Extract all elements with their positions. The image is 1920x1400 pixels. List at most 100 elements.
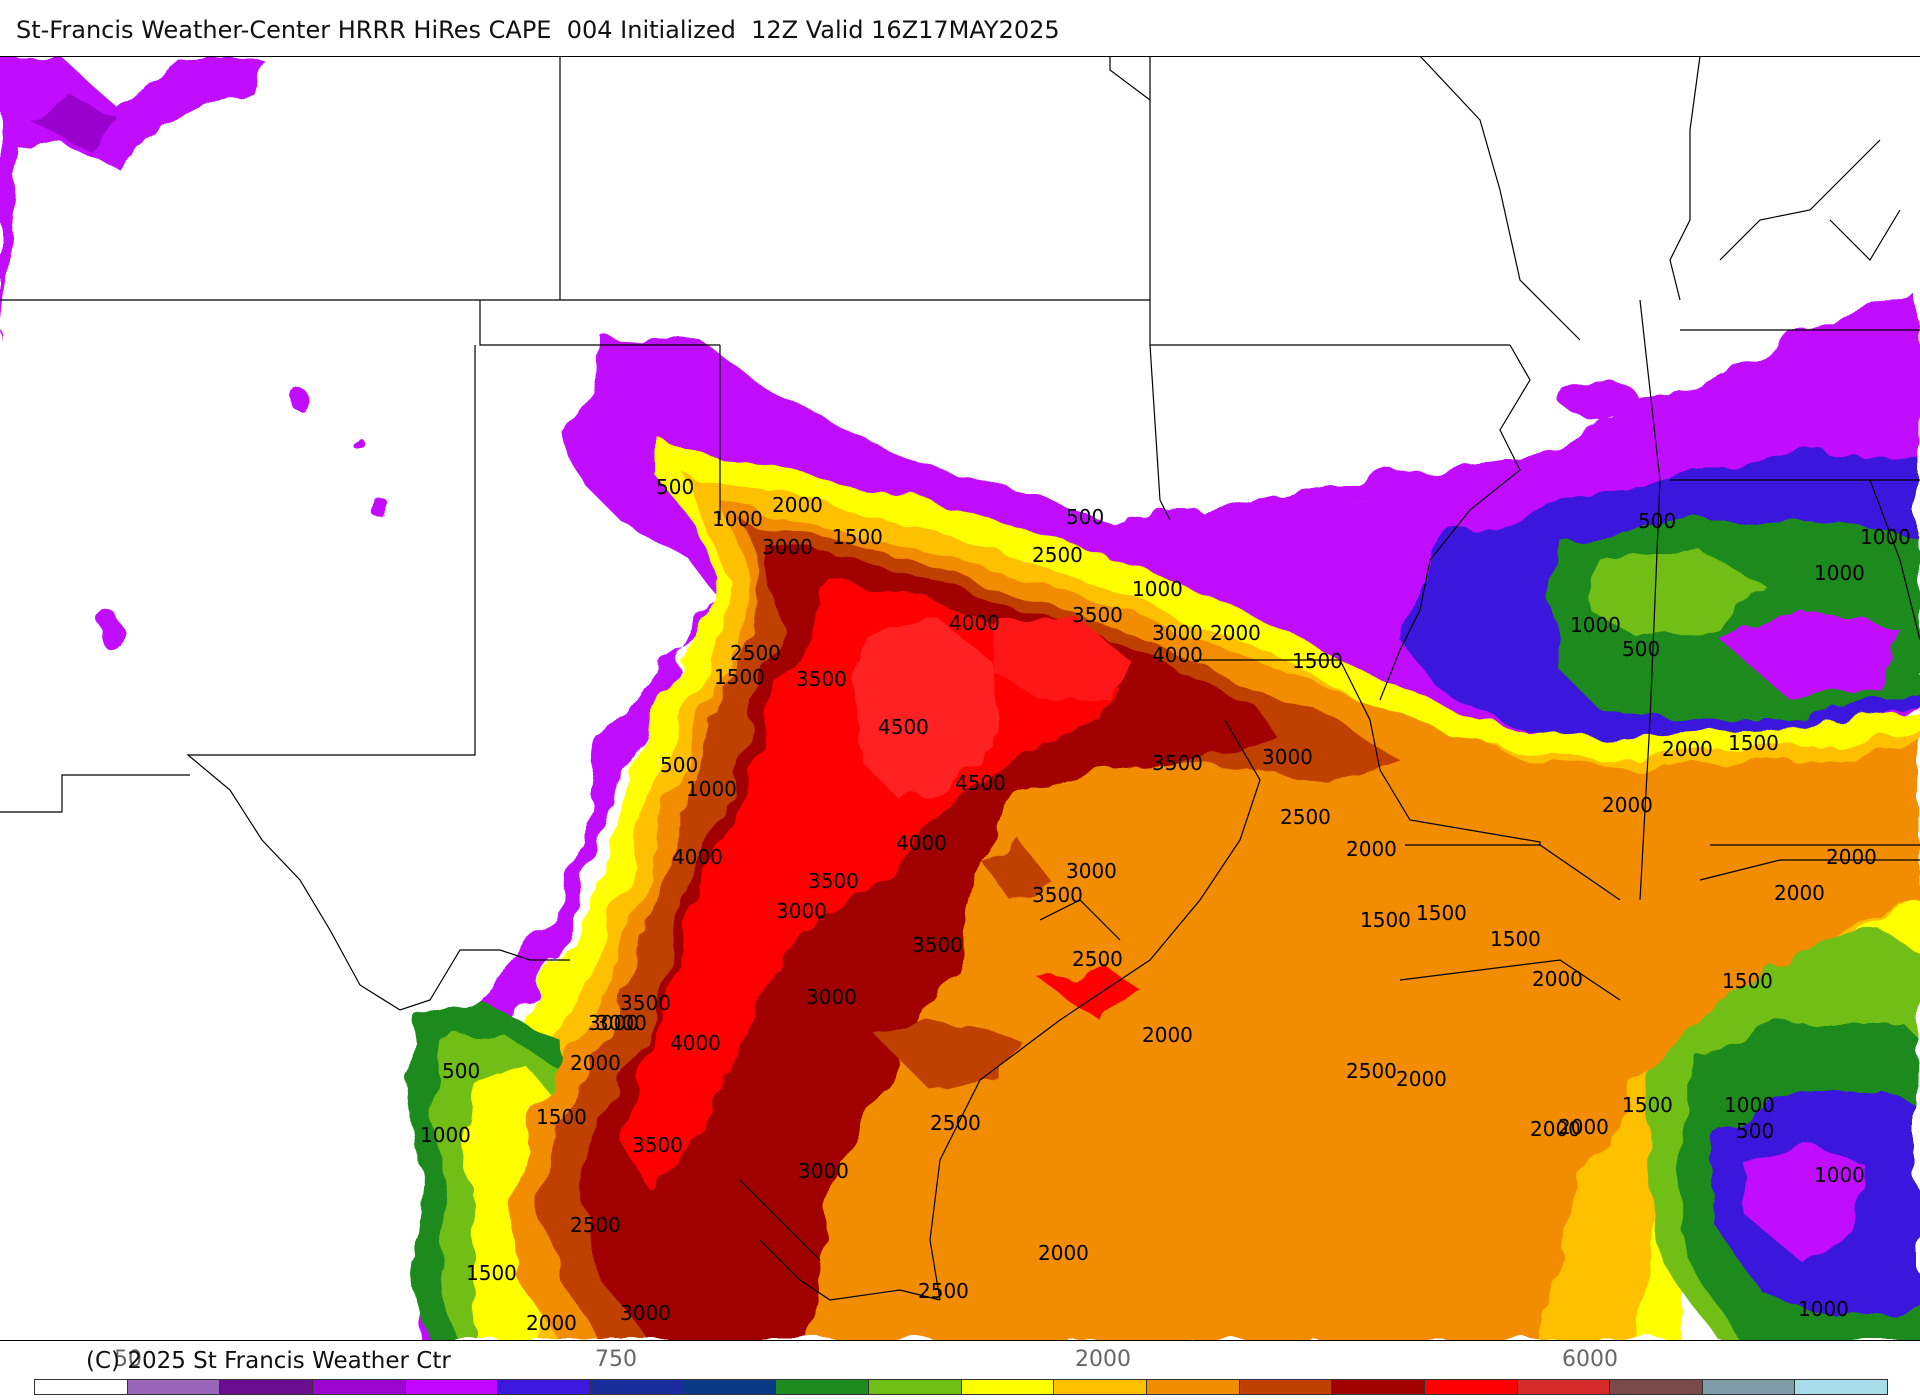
colorbar-swatch bbox=[1146, 1380, 1240, 1394]
colorbar bbox=[34, 1379, 1888, 1395]
contour-label: 2000 bbox=[1662, 737, 1713, 761]
map-border-bottom bbox=[0, 1340, 1920, 1341]
contour-label: 1500 bbox=[1722, 969, 1773, 993]
contour-label: 1000 bbox=[1570, 613, 1621, 637]
colorbar-swatch bbox=[1239, 1380, 1333, 1394]
contour-label: 2500 bbox=[1346, 1059, 1397, 1083]
contour-label: 4500 bbox=[955, 771, 1006, 795]
contour-label: 1500 bbox=[832, 525, 883, 549]
contour-label: 2000 bbox=[1826, 845, 1877, 869]
contour-label: 500 bbox=[656, 475, 694, 499]
colorbar-swatch bbox=[776, 1380, 869, 1394]
copyright-text: (C) 2025 St Francis Weather Ctr bbox=[86, 1348, 451, 1374]
contour-label: 2000 bbox=[1602, 793, 1653, 817]
contour-label: 2500 bbox=[1072, 947, 1123, 971]
contour-label: 2500 bbox=[570, 1213, 621, 1237]
contour-label: 3500 bbox=[808, 869, 859, 893]
contour-label: 1500 bbox=[1728, 731, 1779, 755]
contour-label: 4500 bbox=[878, 715, 929, 739]
contour-label: 2000 bbox=[772, 493, 823, 517]
contour-label: 1500 bbox=[1622, 1093, 1673, 1117]
contour-label: 2500 bbox=[730, 641, 781, 665]
contour-label: 3000 bbox=[620, 1301, 671, 1325]
contour-label: 1000 bbox=[1132, 577, 1183, 601]
contour-label: 1500 bbox=[714, 665, 765, 689]
colorbar-swatch bbox=[312, 1380, 406, 1394]
contour-label: 3000 bbox=[1066, 859, 1117, 883]
contour-label: 2000 bbox=[1346, 837, 1397, 861]
contour-label: 3000 bbox=[1152, 621, 1203, 645]
contour-label: 3500 bbox=[1032, 883, 1083, 907]
contour-label: 4000 bbox=[896, 831, 947, 855]
cape-map: 500 1000 2000 1500 3000 2500 1000 500 40… bbox=[0, 56, 1920, 1341]
contour-label: 500 bbox=[1066, 505, 1104, 529]
colorbar-swatch bbox=[868, 1380, 962, 1394]
contour-label: 2000 bbox=[1532, 967, 1583, 991]
contour-label: 2000 bbox=[1038, 1241, 1089, 1265]
contour-label: 500 bbox=[1622, 637, 1660, 661]
contour-label: 1000 bbox=[686, 777, 737, 801]
contour-label: 4000 bbox=[672, 845, 723, 869]
contour-label: 3500 bbox=[620, 991, 671, 1015]
contour-label: 3000 bbox=[798, 1159, 849, 1183]
colorbar-swatch bbox=[961, 1380, 1055, 1394]
colorbar-swatch bbox=[1795, 1380, 1888, 1394]
map-panel: 500 1000 2000 1500 3000 2500 1000 500 40… bbox=[0, 56, 1920, 1341]
contour-label: 1500 bbox=[1292, 649, 1343, 673]
colorbar-swatch bbox=[1702, 1380, 1796, 1394]
colorbar-swatch bbox=[1517, 1380, 1611, 1394]
map-title: St-Francis Weather-Center HRRR HiRes CAP… bbox=[16, 16, 1060, 44]
contour-label: 2000 bbox=[1530, 1117, 1581, 1141]
contour-label: 1000 bbox=[1798, 1297, 1849, 1321]
colorbar-swatch bbox=[220, 1380, 313, 1394]
colorbar-swatch bbox=[1054, 1380, 1147, 1394]
contour-label: 3500 bbox=[796, 667, 847, 691]
contour-label: 500 bbox=[660, 753, 698, 777]
colorbar-swatch bbox=[127, 1380, 221, 1394]
contour-label: 3000 bbox=[596, 1011, 647, 1035]
colorbar-swatch bbox=[1610, 1380, 1703, 1394]
contour-label: 1500 bbox=[1360, 908, 1411, 932]
colorbar-swatch bbox=[35, 1380, 128, 1394]
contour-label: 3000 bbox=[1262, 745, 1313, 769]
contour-label: 3500 bbox=[912, 933, 963, 957]
contour-label: 1000 bbox=[420, 1123, 471, 1147]
colorbar-tick-label: 6000 bbox=[1562, 1347, 1618, 1372]
contour-label: 1000 bbox=[1860, 525, 1911, 549]
contour-label: 500 bbox=[1736, 1119, 1774, 1143]
contour-label: 3000 bbox=[588, 1011, 639, 1035]
contour-label: 500 bbox=[442, 1059, 480, 1083]
contour-label: 4000 bbox=[949, 611, 1000, 635]
contour-label: 1500 bbox=[1490, 927, 1541, 951]
contour-label: 1000 bbox=[1814, 1163, 1865, 1187]
contour-label: 2000 bbox=[1210, 621, 1261, 645]
colorbar-swatch bbox=[683, 1380, 777, 1394]
contour-label: 2000 bbox=[526, 1311, 577, 1335]
contour-label: 1500 bbox=[466, 1261, 517, 1285]
contour-label: 2500 bbox=[1032, 543, 1083, 567]
contour-label: 1500 bbox=[1416, 901, 1467, 925]
contour-label: 2000 bbox=[570, 1051, 621, 1075]
contour-label: 2500 bbox=[918, 1279, 969, 1303]
cape-specks bbox=[98, 382, 1640, 648]
legend-footer: 50 (C) 2025 St Francis Weather Ctr 750 2… bbox=[0, 1341, 1920, 1400]
contour-label: 1000 bbox=[1814, 561, 1865, 585]
contour-label: 2000 bbox=[1142, 1023, 1193, 1047]
contour-label: 2000 bbox=[1774, 881, 1825, 905]
contour-label: 3000 bbox=[806, 985, 857, 1009]
contour-label: 2000 bbox=[1558, 1115, 1609, 1139]
contour-label: 4000 bbox=[670, 1031, 721, 1055]
contour-label: 500 bbox=[1638, 509, 1676, 533]
state-boundaries bbox=[0, 56, 1920, 1301]
contour-label: 1500 bbox=[536, 1105, 587, 1129]
colorbar-swatch bbox=[405, 1380, 499, 1394]
colorbar-swatch bbox=[1424, 1380, 1518, 1394]
colorbar-tick-label: 50 bbox=[114, 1347, 142, 1372]
contour-label: 3000 bbox=[776, 899, 827, 923]
title-bar: St-Francis Weather-Center HRRR HiRes CAP… bbox=[0, 0, 1920, 56]
map-border bbox=[0, 56, 1920, 57]
contour-label: 3000 bbox=[762, 535, 813, 559]
colorbar-tick-label: 2000 bbox=[1075, 1347, 1131, 1372]
contour-label: 2000 bbox=[1396, 1067, 1447, 1091]
colorbar-tick-label: 750 bbox=[595, 1347, 637, 1372]
